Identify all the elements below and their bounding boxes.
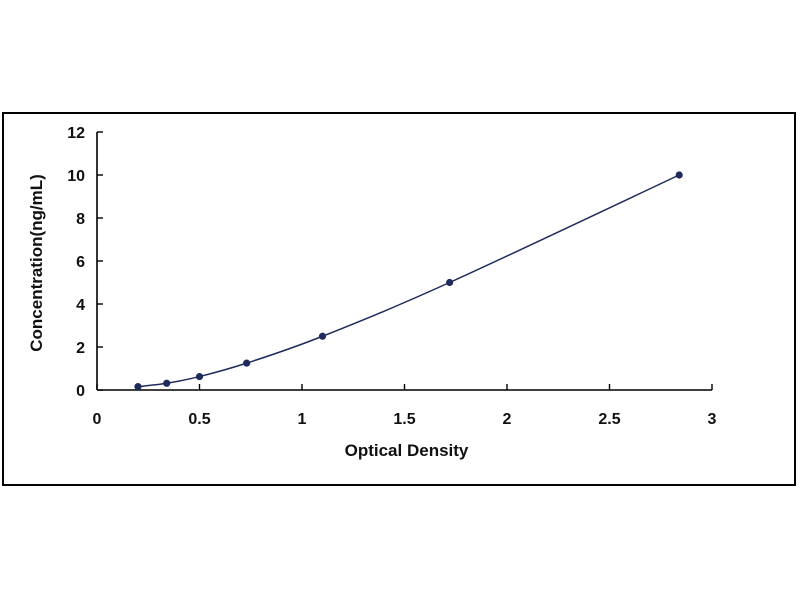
- x-tick-label: 1: [298, 411, 307, 428]
- y-tick-label: 4: [76, 297, 85, 314]
- y-ticks: 0 2 4 6 8 10 12: [67, 125, 103, 400]
- chart-frame: [2, 112, 796, 486]
- y-tick-label: 0: [76, 383, 85, 400]
- data-point: [675, 171, 683, 179]
- x-tick-label: 1.5: [393, 411, 415, 428]
- y-tick-label: 10: [67, 168, 85, 185]
- axes: [96, 132, 712, 391]
- data-point: [163, 379, 171, 387]
- y-tick-label: 8: [76, 211, 85, 228]
- data-points: [134, 171, 683, 391]
- y-tick-label: 12: [67, 125, 85, 142]
- x-axis-title: Optical Density: [345, 441, 469, 460]
- x-tick-label: 0.5: [188, 411, 210, 428]
- x-tick-label: 2: [503, 411, 512, 428]
- data-point: [318, 332, 327, 340]
- y-axis-title: Concentration(ng/mL): [27, 174, 46, 352]
- y-tick-label: 6: [76, 254, 85, 271]
- fit-curve: [137, 174, 680, 388]
- data-point: [446, 278, 454, 287]
- x-tick-label: 3: [708, 411, 717, 428]
- data-point: [134, 383, 142, 391]
- data-point: [195, 372, 204, 381]
- x-ticks: 0 0.5 1 1.5 2 2.5 3: [93, 384, 717, 428]
- data-point: [243, 359, 251, 367]
- chart-figure: 0 0.5 1 1.5 2 2.5 3 0 2 4 6 8 10 12 Optical Density …: [0, 110, 800, 490]
- y-tick-label: 2: [76, 340, 85, 357]
- x-tick-label: 2.5: [598, 411, 620, 428]
- x-tick-label: 0: [93, 411, 102, 428]
